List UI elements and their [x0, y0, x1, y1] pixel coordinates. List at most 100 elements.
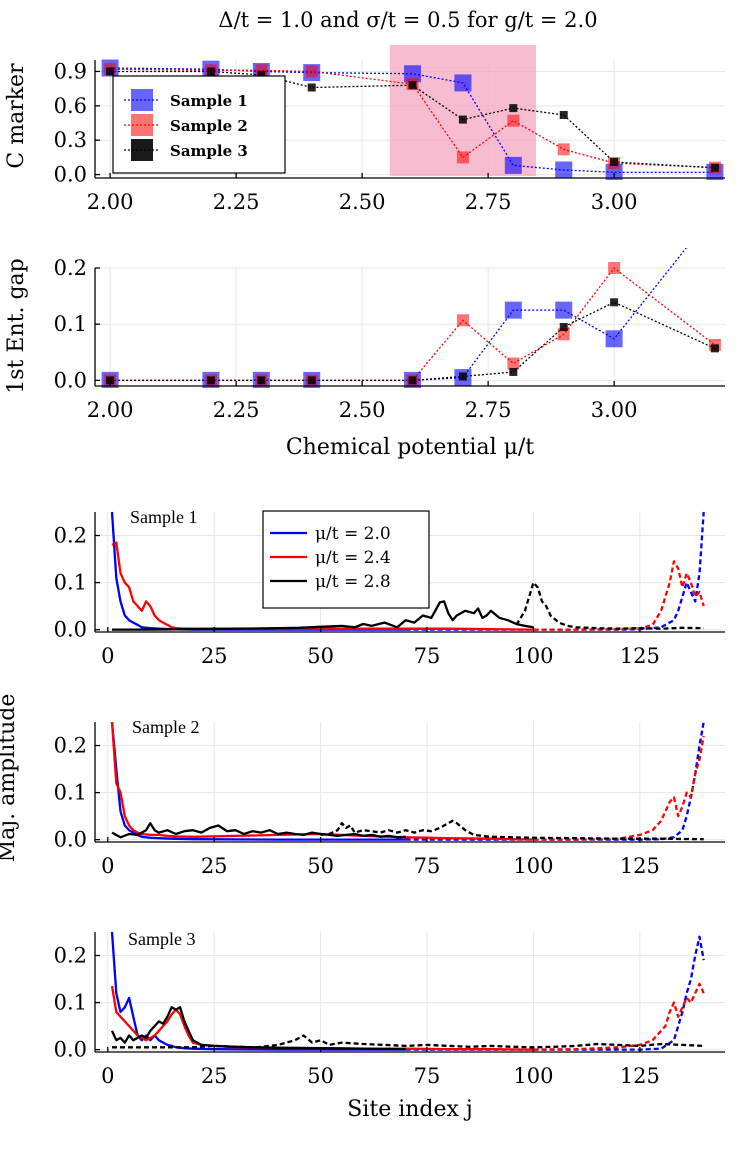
maj-sample-3-panel: 0 25 50 75 100 125 0.0 0.1 0.2 Sample 3 Site ind… — [54, 929, 725, 1122]
maj-s2-ytick-label-2: 0.2 — [54, 734, 87, 758]
legend-label-mu-2-0: μ/t = 2.0 — [315, 524, 391, 544]
ent-gap-point-s3-1 — [206, 376, 215, 385]
legend-label-sample-3: Sample 3 — [170, 142, 248, 160]
c-marker-point-s3-7 — [559, 110, 568, 119]
c-marker-series-line-1 — [110, 67, 715, 173]
maj-s2-xtick-label-4: 100 — [513, 854, 553, 878]
c-marker-xtick-label-4: 3.00 — [591, 190, 638, 214]
maj-s3-xtick-label-4: 100 — [513, 1064, 553, 1088]
maj-s2-plot-area — [110, 721, 705, 841]
c-marker-point-s3-0 — [106, 67, 115, 76]
c-marker-y-label: C marker — [4, 63, 29, 169]
c-marker-point-s1-5 — [454, 74, 472, 92]
maj-x-label: Site index j — [347, 1097, 473, 1122]
c-marker-point-s1-7 — [555, 161, 573, 179]
maj-sample-1-panel: 0 25 50 75 100 125 0.0 0.1 0.2 Sample 1 μ/t = 2.… — [54, 507, 725, 668]
ent-gap-point-s2-5 — [456, 314, 469, 327]
maj-legend: μ/t = 2.0 μ/t = 2.4 μ/t = 2.8 — [262, 510, 430, 609]
ent-gap-point-s1-8 — [605, 330, 623, 348]
legend-entry-mu-2-0: μ/t = 2.0 — [270, 524, 391, 544]
ent-gap-point-s2-6 — [507, 357, 520, 370]
ent-gap-point-s3-9 — [710, 344, 719, 353]
maj-s1-ytick-label-0: 0.0 — [54, 618, 87, 642]
maj-s1-xtick-label-0: 0 — [101, 644, 114, 668]
c-marker-panel: 2.00 2.25 2.50 2.75 3.00 0.0 0.3 0.6 0.9 C marke… — [4, 45, 725, 214]
maj-s3-xtick-label-5: 125 — [620, 1064, 660, 1088]
ent-gap-ytick-label-2: 0.2 — [54, 256, 87, 280]
maj-s3-series-3-solid — [110, 985, 534, 1051]
maj-sample-1-label: Sample 1 — [130, 507, 198, 527]
legend-label-mu-2-8: μ/t = 2.8 — [315, 572, 391, 592]
c-marker-point-s2-5 — [456, 151, 469, 164]
maj-s3-xtick-label-0: 0 — [101, 1064, 114, 1088]
legend-marker-sample-3 — [131, 139, 153, 161]
legend-marker-sample-1 — [131, 89, 153, 111]
c-marker-xtick-label-3: 2.75 — [465, 190, 512, 214]
maj-s3-ytick-label-2: 0.2 — [54, 944, 87, 968]
maj-y-label: Maj. amplitude — [0, 694, 20, 863]
maj-s3-series-2-dashed — [405, 935, 705, 1051]
maj-s1-series-5-solid — [112, 600, 534, 631]
maj-s2-series-5-solid — [111, 822, 406, 839]
legend-entry-sample-3: Sample 3 — [124, 139, 248, 161]
legend-entry-sample-1: Sample 1 — [124, 89, 248, 111]
ent-gap-series-line-3 — [110, 301, 716, 382]
maj-s3-series-4-dashed — [533, 982, 705, 1051]
maj-s2-ytick-label-0: 0.0 — [54, 828, 87, 852]
c-marker-ytick-label-3: 0.9 — [54, 59, 87, 83]
maj-s2-xtick-label-1: 25 — [201, 854, 228, 878]
ent-gap-point-s3-3 — [307, 376, 316, 385]
ent-gap-ytick-label-0: 0.0 — [54, 368, 87, 392]
c-marker-ytick-label-0: 0.0 — [54, 163, 87, 187]
ent-gap-point-s3-4 — [408, 376, 417, 385]
maj-s2-series-1-solid — [110, 721, 406, 841]
legend-entry-mu-2-8: μ/t = 2.8 — [270, 572, 391, 592]
maj-s1-plot-area — [110, 511, 705, 631]
maj-s3-ytick-label-0: 0.0 — [54, 1038, 87, 1062]
ent-gap-y-label: 1st Ent. gap — [4, 258, 29, 393]
maj-s1-xtick-label-3: 75 — [414, 644, 441, 668]
ent-gap-xtick-label-0: 2.00 — [87, 398, 134, 422]
ent-gap-point-s2-8 — [608, 262, 621, 274]
ent-gap-point-s3-5 — [458, 372, 467, 381]
ent-gap-point-s3-7 — [559, 323, 568, 331]
maj-s1-series-3-solid — [111, 541, 534, 631]
c-marker-point-s1-4 — [404, 65, 422, 83]
maj-s1-ytick-label-2: 0.2 — [54, 524, 87, 548]
maj-s2-ytick-label-1: 0.1 — [54, 781, 87, 805]
maj-s1-series-4-dashed — [533, 560, 705, 631]
maj-s2-series-3-solid — [110, 721, 534, 841]
maj-s1-xtick-label-5: 125 — [620, 644, 660, 668]
ent-gap-point-s3-8 — [610, 298, 619, 307]
maj-s3-plot-area — [110, 931, 705, 1051]
maj-s1-series-6-dashed — [515, 581, 704, 630]
c-marker-xtick-label-0: 2.00 — [87, 190, 134, 214]
ent-gap-xtick-label-1: 2.25 — [213, 398, 260, 422]
maj-s1-xtick-label-2: 50 — [307, 644, 334, 668]
c-marker-point-s3-5 — [458, 115, 467, 124]
legend-label-sample-1: Sample 1 — [170, 92, 248, 110]
maj-s1-ytick-label-1: 0.1 — [54, 571, 87, 595]
ent-gap-point-s3-6 — [509, 367, 518, 376]
c-marker-point-s3-6 — [509, 104, 518, 113]
ent-gap-xtick-label-3: 2.75 — [465, 398, 512, 422]
c-marker-ytick-label-2: 0.6 — [54, 94, 87, 118]
maj-s1-series-2-dashed — [405, 511, 705, 631]
legend-entry-mu-2-4: μ/t = 2.4 — [270, 548, 391, 568]
ent-gap-point-s1-7 — [555, 301, 573, 319]
c-marker-point-s1-6 — [504, 156, 522, 174]
ent-gap-x-label: Chemical potential μ/t — [286, 435, 534, 460]
c-marker-xtick-label-1: 2.25 — [213, 190, 260, 214]
ent-gap-point-s2-7 — [557, 328, 570, 341]
c-marker-point-s3-8 — [610, 157, 619, 166]
c-marker-legend: Sample 1 Sample 2 Sample 3 — [112, 75, 286, 174]
maj-s2-xtick-label-5: 125 — [620, 854, 660, 878]
c-marker-point-s3-4 — [408, 81, 417, 90]
c-marker-plot-area — [101, 59, 724, 180]
maj-sample-2-panel: 0 25 50 75 100 125 0.0 0.1 0.2 Sample 2 Maj. amp… — [0, 694, 725, 878]
legend-label-sample-2: Sample 2 — [170, 117, 248, 135]
ent-gap-ytick-label-1: 0.1 — [54, 312, 87, 336]
maj-s1-xtick-label-4: 100 — [513, 644, 553, 668]
maj-s3-series-6-dashed — [112, 1034, 704, 1049]
